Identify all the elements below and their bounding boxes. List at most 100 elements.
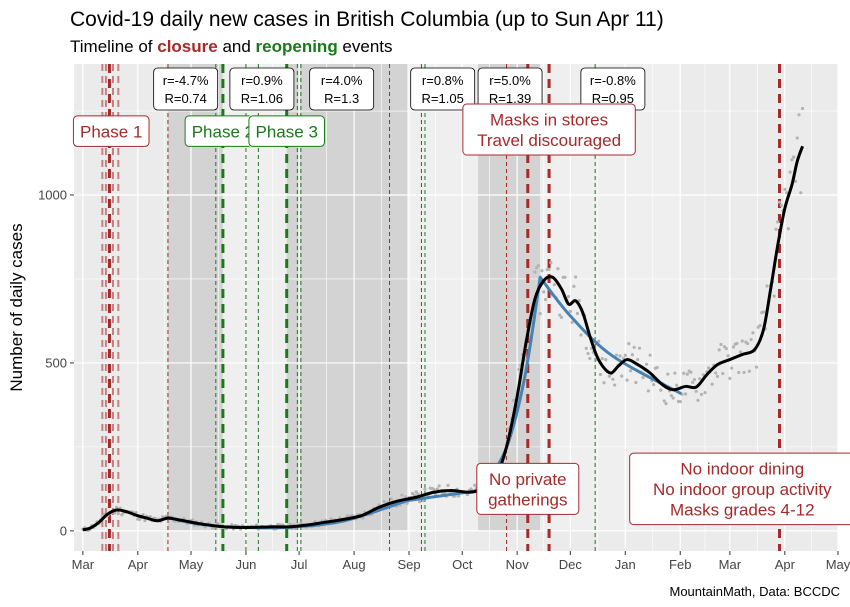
case-point: [535, 266, 539, 270]
case-point: [629, 369, 633, 373]
growth-rate-labels: r=-4.7% R=0.74 r=0.9% R=1.06 r=4.0% R=1.3 r=0.…: [153, 67, 646, 111]
subtitle-closure-word: closure: [157, 37, 217, 56]
case-point: [538, 312, 542, 316]
case-point: [749, 337, 753, 342]
x-axis: Mar Apr May Jun Jul Aug Sep Oct Nov Dec Jan Feb Mar A…: [72, 551, 850, 572]
case-point: [788, 170, 792, 174]
subtitle-reopening-word: reopening: [256, 37, 338, 56]
case-point: [659, 388, 663, 392]
growth-rate-r: r=-4.7%: [163, 73, 209, 88]
y-tick-label: 0: [60, 523, 67, 538]
case-point: [575, 311, 580, 316]
case-point: [799, 191, 803, 195]
growth-label-box: [229, 67, 295, 111]
case-point: [664, 402, 668, 406]
case-point: [694, 389, 698, 393]
case-point: [566, 295, 571, 299]
annotation-reopening: Phase 3: [248, 115, 326, 147]
case-point: [698, 377, 702, 381]
x-tick-label: May: [826, 557, 850, 572]
case-point: [473, 483, 477, 487]
case-point: [614, 353, 619, 357]
case-point: [728, 376, 732, 381]
case-point: [414, 490, 418, 494]
case-point: [776, 220, 780, 224]
case-point: [405, 501, 409, 505]
case-point: [558, 313, 562, 317]
case-point: [714, 371, 718, 375]
x-tick-label: Sep: [397, 557, 420, 572]
annotation-text: Masks in stores: [490, 110, 608, 129]
x-tick-label: Dec: [559, 557, 583, 572]
case-point: [792, 155, 796, 159]
case-point: [446, 483, 450, 487]
case-point: [630, 353, 634, 357]
case-point: [215, 522, 220, 526]
case-point: [751, 331, 755, 335]
case-point: [648, 353, 652, 357]
case-point: [600, 357, 604, 361]
case-point: [533, 270, 537, 274]
case-point: [761, 310, 766, 314]
case-point: [547, 267, 551, 271]
annotation-reopening: Phase 2: [184, 115, 250, 147]
chart-caption: MountainMath, Data: BCCDC: [669, 584, 840, 599]
case-point: [288, 522, 292, 526]
x-tick-label: Jun: [235, 557, 256, 572]
case-point: [737, 370, 741, 375]
case-point: [731, 345, 736, 349]
case-point: [730, 366, 734, 370]
case-point: [637, 346, 642, 350]
case-point: [382, 499, 386, 503]
case-point: [586, 351, 590, 356]
case-point: [329, 517, 333, 521]
growth-rate-R: R=1.05: [422, 91, 464, 106]
annotation-box: [184, 115, 250, 147]
case-point: [747, 369, 751, 373]
x-tick-label: Nov: [506, 557, 530, 572]
case-point: [779, 203, 783, 207]
annotation-closure: Masks in stores Travel discouraged: [462, 103, 636, 156]
case-point: [549, 261, 553, 265]
case-point: [719, 342, 723, 347]
annotation-box: [248, 115, 326, 147]
case-point: [517, 367, 521, 371]
growth-rate-r: r=0.8%: [422, 73, 464, 88]
case-point: [416, 492, 420, 496]
growth-rate-R: R=1.06: [241, 91, 283, 106]
case-point: [116, 511, 120, 516]
case-point: [671, 396, 675, 400]
case-point: [542, 290, 546, 294]
case-point: [636, 357, 640, 362]
x-tick-label: Mar: [72, 557, 95, 572]
growth-label-box: [410, 67, 476, 111]
case-point: [777, 200, 782, 204]
case-point: [632, 345, 636, 349]
case-point: [683, 392, 688, 396]
case-point: [602, 381, 606, 385]
growth-rate-R: R=1.3: [324, 91, 359, 106]
x-tick-label: Jul: [291, 557, 308, 572]
event-annotations: Phase 1 Phase 2 Phase 3 Masks in stores Trav…: [72, 103, 850, 526]
chart-title: Covid-19 daily new cases in British Colu…: [70, 8, 664, 31]
annotation-box: [72, 115, 150, 147]
case-point: [724, 346, 728, 351]
case-point: [696, 398, 700, 402]
case-point: [536, 263, 541, 268]
x-tick-label: Jan: [615, 557, 636, 572]
case-point: [143, 518, 147, 523]
case-point: [230, 523, 234, 527]
x-tick-label: Oct: [452, 557, 473, 572]
case-point: [765, 284, 769, 288]
y-tick-label: 1000: [38, 187, 67, 202]
case-point: [738, 350, 743, 354]
case-point: [574, 275, 578, 279]
growth-rate-R: R=0.74: [165, 91, 207, 106]
annotation-text: gatherings: [488, 490, 567, 509]
growth-rate-r: r=0.9%: [241, 73, 283, 88]
case-point: [559, 315, 564, 319]
case-point: [715, 374, 720, 378]
case-point: [666, 372, 670, 376]
case-point: [646, 389, 650, 393]
